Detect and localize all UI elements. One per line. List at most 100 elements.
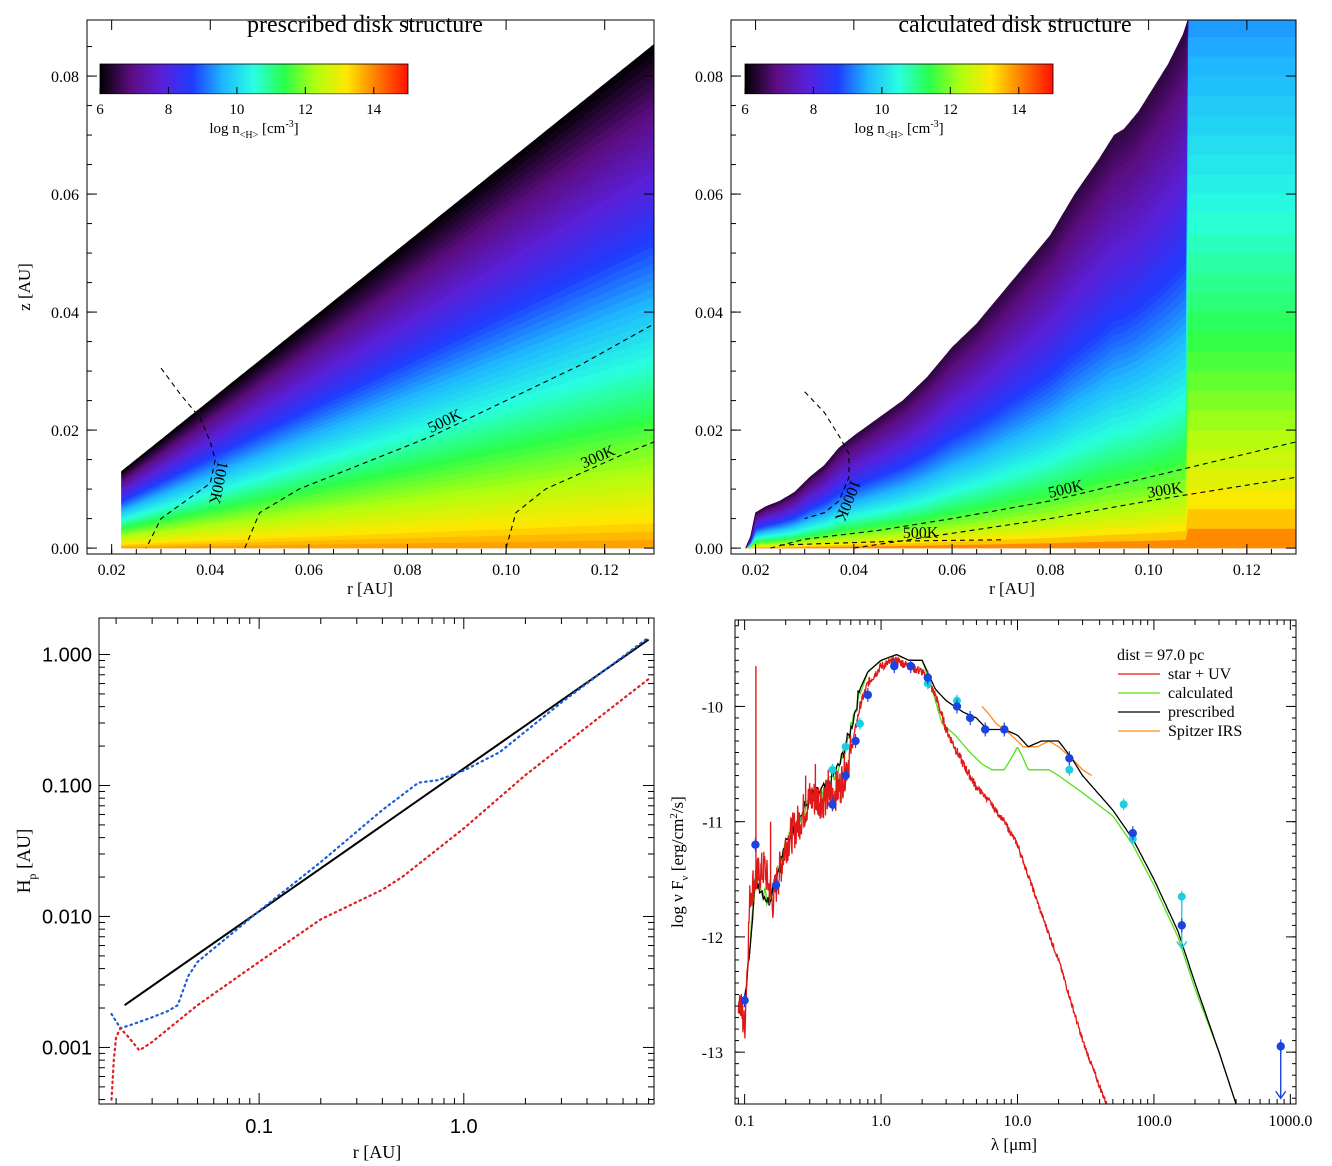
photometry-point-blue (952, 702, 962, 711)
upper-limit-arrowhead (1176, 941, 1188, 950)
ylabel-scale-height: Hp [AU] (14, 829, 39, 894)
photometry-point-cyan (841, 742, 850, 751)
x-tick-label: 0.12 (1233, 562, 1261, 579)
photometry-point-blue (906, 661, 915, 671)
legend-label: Spitzer IRS (1168, 723, 1242, 740)
sed-series-line (737, 654, 1237, 1104)
panel-scale-height: 0.1 1.0 0.001 0.010 0.100 1.000 r [AU] Hp [AU… (14, 617, 655, 1162)
isotherm-contour (244, 323, 654, 549)
photometry-point-blue (1128, 828, 1137, 838)
photometry-point-cyan (1065, 765, 1074, 774)
sed-series-line (737, 655, 1108, 1104)
legend-label: calculated (1168, 685, 1233, 702)
upper-limit-arrowhead (1275, 1090, 1287, 1100)
photometry-point-blue (740, 996, 749, 1005)
colorbar-label-prescribed: log n<H> [cm-3] (209, 119, 298, 141)
colorbar-tick-label: 10 (874, 102, 889, 118)
isotherm-contour (780, 539, 1002, 546)
photometry-point-cyan (828, 765, 837, 774)
x-tick-label: 0.06 (295, 562, 323, 579)
x-tick-label: 0.04 (196, 562, 224, 579)
photometry-point-blue (1000, 725, 1009, 734)
photometry-point-blue (1065, 754, 1074, 763)
scale-height-line (110, 636, 650, 1030)
scale-height-line (124, 638, 650, 1007)
y-tick-label: 0.04 (51, 305, 79, 322)
xlabel-sed: λ [μm] (991, 1135, 1037, 1154)
photometry-point-blue (828, 800, 837, 809)
x-tick-label: 1000.0 (1268, 1113, 1312, 1130)
y-tick-label: 0.04 (695, 305, 723, 322)
photometry-point-blue (981, 725, 990, 734)
photometry-point-blue (1177, 921, 1186, 930)
colorbar-tick-label: 14 (1011, 102, 1027, 118)
photometry-point-blue (841, 771, 850, 780)
photometry-point-cyan (855, 719, 864, 728)
sed-series-line (737, 654, 1237, 1104)
colorbar-tick-label: 12 (298, 102, 313, 118)
x-tick-label: 0.10 (1135, 562, 1163, 579)
colorbar-tick-label: 6 (96, 102, 104, 118)
panel-sed: 0.1 1.0 10.0 100.0 1000.0 -10 -11 -12 -13 dist =… (668, 619, 1312, 1154)
y-tick-label: 1.000 (42, 645, 92, 667)
x-tick-label: 0.12 (591, 562, 619, 579)
isotherm-contour (853, 476, 1296, 549)
ylabel-prescribed: z [AU] (15, 263, 34, 311)
photometry-point-cyan (1177, 892, 1186, 901)
x-tick-label: 0.04 (840, 562, 868, 579)
y-tick-label: 0.06 (51, 187, 79, 204)
y-tick-label: 0.02 (51, 423, 79, 440)
y-tick-label: 0.001 (42, 1037, 92, 1059)
legend-label: prescribed (1168, 704, 1235, 721)
x-tick-label: 0.06 (938, 562, 966, 579)
colorbar-label-calculated: log n<H> [cm-3] (854, 119, 943, 141)
colorbar-tick-label: 8 (810, 102, 818, 118)
isotherm-contour (145, 367, 216, 549)
photometry-point-blue (1276, 1042, 1285, 1051)
axes-frame-sed (734, 619, 1297, 1105)
xlabel-prescribed: r [AU] (347, 579, 393, 598)
colorbar-tick-label: 8 (165, 102, 173, 118)
axes-frame-prescribed (86, 19, 655, 555)
y-tick-label: 0.100 (42, 775, 92, 797)
isotherm-contour (505, 441, 654, 549)
x-tick-label: 0.1 (245, 1116, 273, 1138)
axes-frame-calculated (730, 19, 1297, 555)
colorbar-prescribed: 6 8 10 12 14 log n<H> [cm-3] (96, 63, 409, 141)
y-tick-label: 0.08 (695, 69, 723, 86)
colorbar-tick-label: 14 (366, 102, 382, 118)
colorbar-tick-label: 6 (741, 102, 749, 118)
photometry-point-blue (923, 673, 932, 682)
sed-series-line (981, 706, 1093, 777)
title-calculated: calculated disk structure (898, 12, 1131, 38)
x-tick-label: 0.1 (735, 1113, 755, 1130)
isotherm-contour (770, 441, 1296, 549)
x-tick-label: 10.0 (1003, 1113, 1031, 1130)
legend-sed: dist = 97.0 pc star + UV calculated prescr… (1117, 647, 1242, 740)
photometry-point-cyan (1119, 800, 1128, 809)
y-tick-label: -11 (702, 815, 723, 832)
x-tick-label: 0.08 (393, 562, 421, 579)
legend-title: dist = 97.0 pc (1117, 647, 1204, 664)
x-tick-label: 1.0 (450, 1116, 478, 1138)
legend-label: star + UV (1168, 666, 1232, 683)
y-tick-label: 0.010 (42, 906, 92, 928)
colorbar-tick-label: 12 (943, 102, 958, 118)
contour-label: 300K (1146, 479, 1184, 501)
ylabel-sed: log ν Fν [erg/cm2/s] (668, 796, 691, 928)
xlabel-scale-height: r [AU] (353, 1142, 401, 1162)
photometry-point-blue (771, 880, 781, 890)
photometry-point-blue (965, 713, 975, 723)
y-tick-label: 0.00 (51, 541, 79, 558)
density-band (121, 44, 654, 474)
title-prescribed: prescribed disk structure (247, 12, 483, 38)
photometry-point-blue (851, 736, 860, 746)
colorbar-tick-label: 10 (229, 102, 244, 118)
scale-height-line (110, 677, 650, 1101)
photometry-point-blue (863, 690, 873, 700)
xlabel-calculated: r [AU] (989, 579, 1035, 598)
y-tick-label: -12 (702, 930, 723, 947)
colorbar-calculated: 6 8 10 12 14 log n<H> [cm-3] (741, 63, 1054, 141)
